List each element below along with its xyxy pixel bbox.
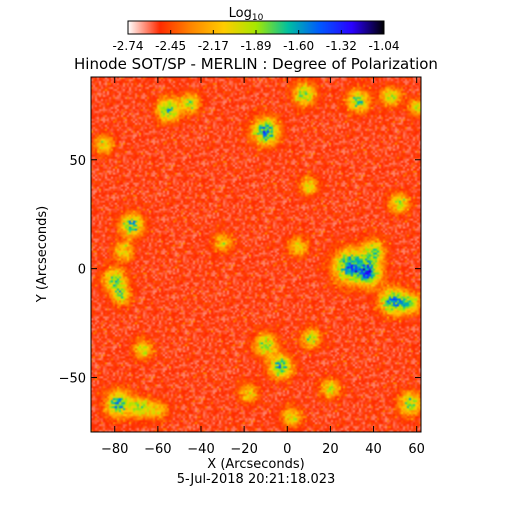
x-tick-label: −80	[101, 442, 128, 457]
colorbar-tick-label: -1.89	[240, 39, 271, 53]
heatmap-image	[91, 77, 421, 432]
x-tick-label: −60	[144, 442, 171, 457]
colorbar-tick-label: -2.74	[112, 39, 143, 53]
colorbar-tick-label: -1.60	[283, 39, 314, 53]
chart-title: Hinode SOT/SP - MERLIN : Degree of Polar…	[74, 55, 438, 73]
colorbar-tick-label: -2.17	[198, 39, 229, 53]
colorbar-tick-label: -2.45	[155, 39, 186, 53]
colorbar-title: Log10	[229, 6, 264, 23]
colorbar-ticks: -2.74 -2.45 -2.17 -1.89 -1.60 -1.32 -1.04	[112, 30, 400, 53]
colorbar-tick-label: -1.32	[326, 39, 357, 53]
x-tick-label: −40	[187, 442, 214, 457]
timestamp-label: 5-Jul-2018 20:21:18.023	[176, 472, 336, 487]
plot-frame	[90, 76, 422, 433]
x-tick-label: 20	[322, 442, 339, 457]
colorbar-title-subscript: 10	[252, 13, 264, 23]
y-axis-ticks: −50 0 50	[59, 154, 421, 387]
x-tick-label: 40	[365, 442, 382, 457]
colorbar: Log10 -2.74 -2.45 -2.17 -1.89 -1.60 -1.32 -1.0…	[112, 6, 399, 53]
plot-area: −80 −60 −40 −20 0 20 40 60 −50 0 50	[59, 76, 425, 457]
colorbar-title-main: Log	[229, 6, 252, 21]
y-axis-label: Y (Arcseconds)	[35, 206, 50, 303]
colorbar-tick-label: -1.04	[368, 39, 399, 53]
x-axis-ticks: −80 −60 −40 −20 0 20 40 60	[101, 77, 425, 457]
y-tick-label: 0	[78, 263, 86, 278]
y-tick-label: 50	[69, 154, 86, 169]
y-tick-label: −50	[59, 372, 86, 387]
x-tick-label: 0	[283, 442, 291, 457]
x-tick-label: 60	[408, 442, 425, 457]
x-tick-label: −20	[230, 442, 257, 457]
x-axis-label: X (Arcseconds)	[207, 457, 304, 472]
